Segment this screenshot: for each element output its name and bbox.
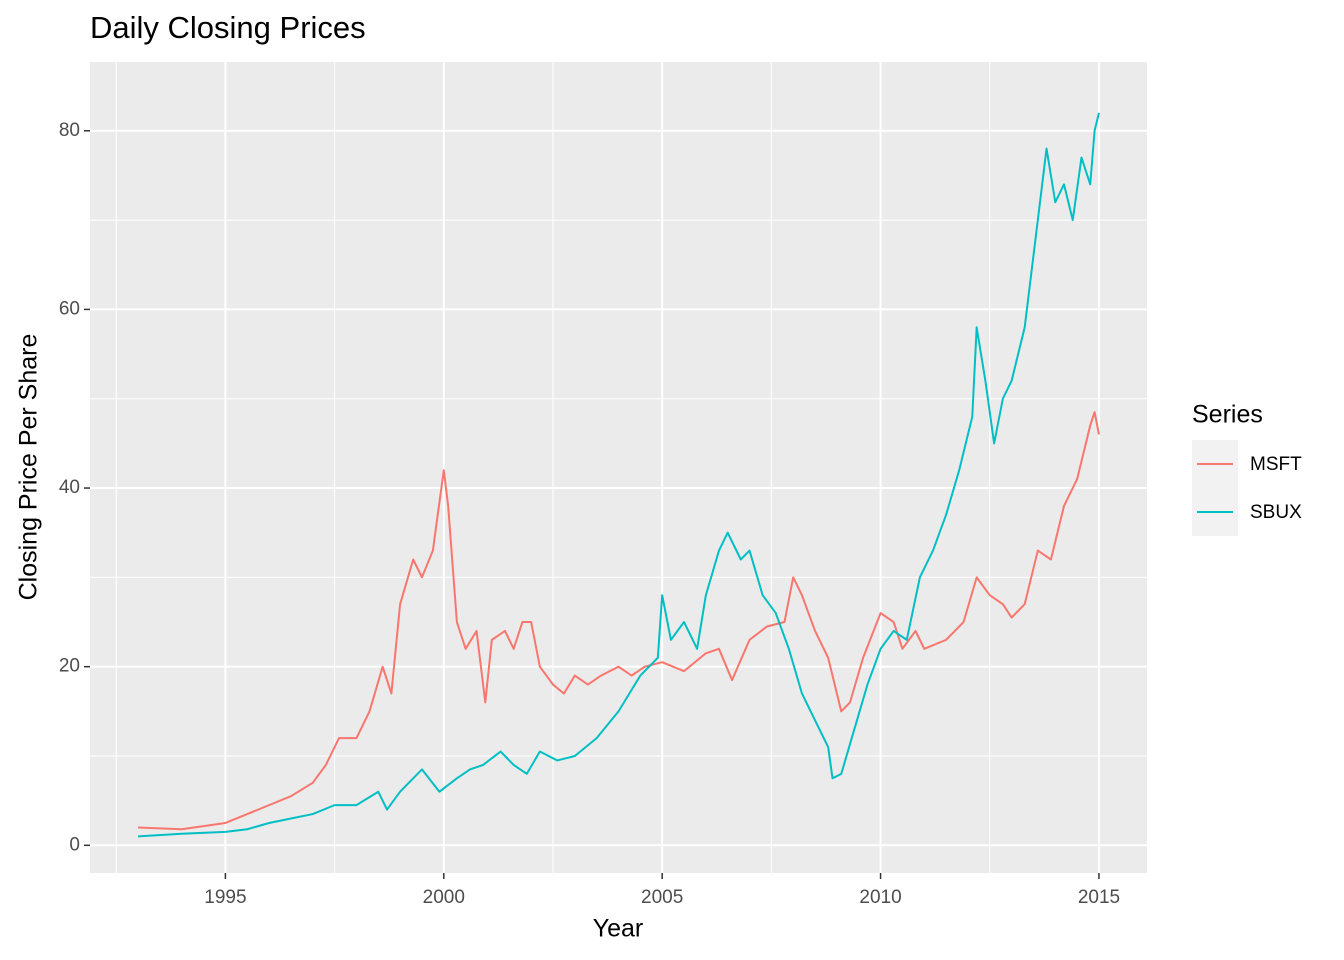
x-tick-label: 2015	[1078, 887, 1120, 908]
x-axis-label: Year	[593, 915, 644, 943]
y-tick-label: 60	[59, 298, 80, 319]
y-axis-label: Closing Price Per Share	[15, 334, 43, 601]
legend-title: Series	[1192, 401, 1263, 429]
y-tick-label: 80	[59, 120, 80, 141]
legend-label: SBUX	[1250, 502, 1302, 523]
chart-title: Daily Closing Prices	[90, 10, 366, 45]
x-tick-label: 1995	[204, 887, 246, 908]
x-tick-label: 2010	[859, 887, 901, 908]
panel	[90, 62, 1147, 873]
y-tick-label: 0	[69, 834, 80, 855]
series-line	[138, 411, 1100, 831]
x-tick-label: 2005	[641, 887, 683, 908]
series-line	[137, 112, 1100, 838]
legend-label: MSFT	[1250, 454, 1302, 475]
y-tick-label: 40	[59, 477, 80, 498]
y-tick-label: 20	[59, 656, 80, 677]
x-tick-label: 2000	[423, 887, 465, 908]
